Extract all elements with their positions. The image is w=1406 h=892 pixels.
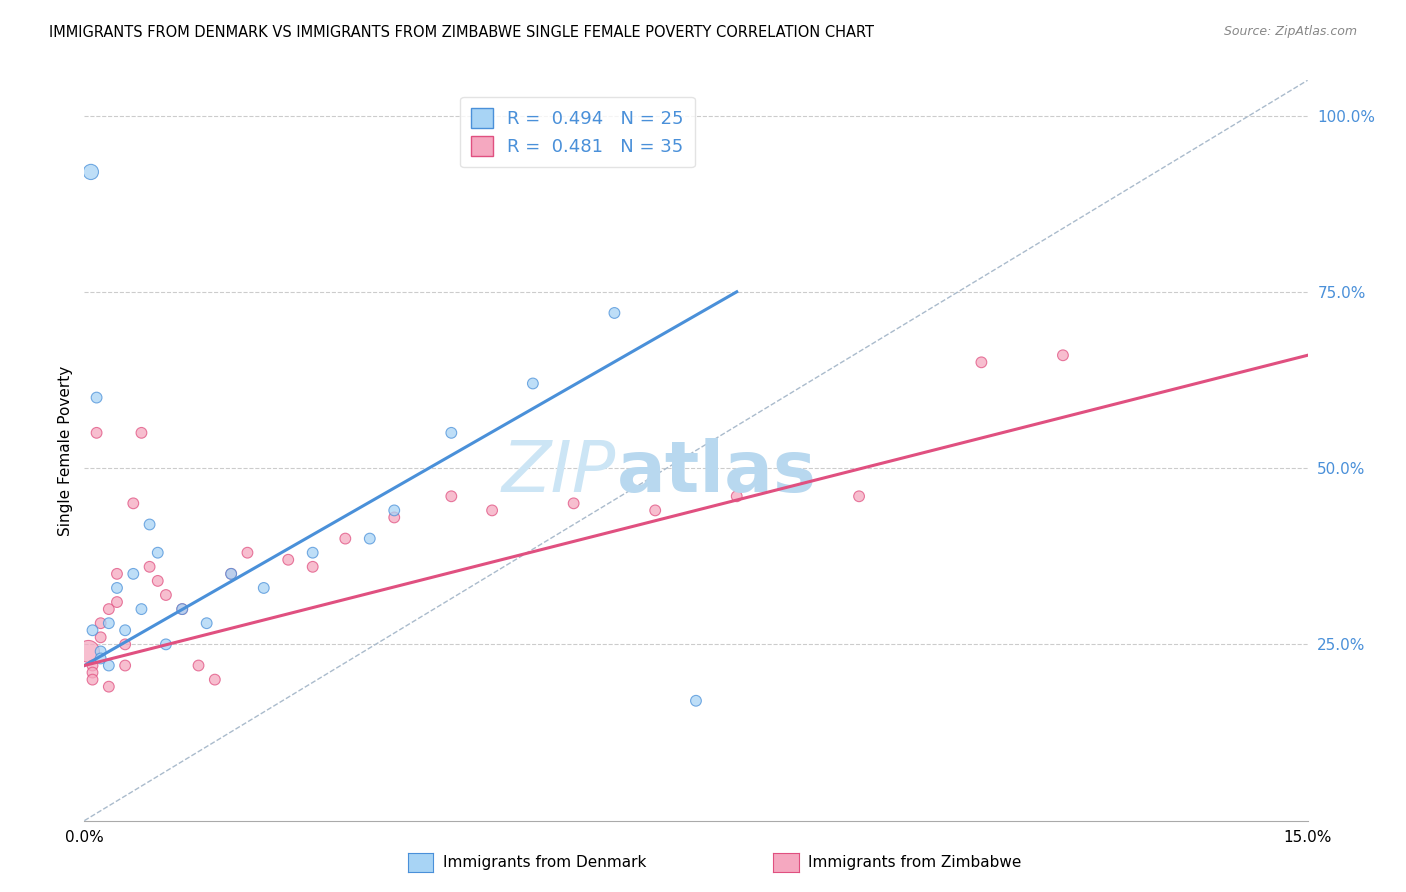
Point (90, 644, 112, 658)
Legend: R =  0.494   N = 25, R =  0.481   N = 35: R = 0.494 N = 25, R = 0.481 N = 35 (460, 96, 695, 168)
Point (603, 306, 626, 320)
Point (114, 637, 136, 651)
Point (848, 489, 870, 503)
Point (105, 581, 128, 595)
Point (97, 680, 120, 694)
Point (522, 376, 544, 391)
Point (1052, 348, 1074, 362)
Point (146, 574, 169, 588)
Point (97, 658, 120, 673)
Point (122, 566, 145, 581)
Point (114, 658, 136, 673)
Point (236, 546, 259, 560)
Point (685, 694, 707, 708)
Point (77, 644, 100, 658)
Point (131, 602, 153, 616)
Text: IMMIGRANTS FROM DENMARK VS IMMIGRANTS FROM ZIMBABWE SINGLE FEMALE POVERTY CORREL: IMMIGRANTS FROM DENMARK VS IMMIGRANTS FR… (49, 25, 875, 40)
Point (440, 425, 463, 440)
Point (131, 425, 153, 440)
Point (382, 510, 405, 524)
Point (172, 602, 194, 616)
Y-axis label: Single Female Poverty: Single Female Poverty (58, 366, 73, 535)
Point (86, 391, 108, 405)
Point (155, 588, 177, 602)
Text: atlas: atlas (616, 438, 817, 508)
Point (155, 637, 177, 651)
Point (335, 532, 357, 546)
Point (97, 602, 120, 616)
Point (82, 665, 104, 680)
Point (114, 624, 136, 638)
Point (301, 546, 323, 560)
Point (105, 595, 128, 609)
Point (138, 517, 160, 532)
Point (359, 532, 381, 546)
Point (562, 496, 585, 510)
Point (301, 559, 323, 574)
Point (80, 165, 103, 179)
Point (644, 503, 666, 517)
Point (146, 546, 169, 560)
Point (253, 581, 276, 595)
Point (195, 616, 218, 631)
Text: ZIP: ZIP (502, 438, 616, 508)
Point (138, 559, 160, 574)
Point (172, 602, 194, 616)
Text: Immigrants from Zimbabwe: Immigrants from Zimbabwe (808, 855, 1022, 870)
Point (187, 658, 209, 673)
Point (204, 673, 226, 687)
Point (219, 566, 242, 581)
Text: Source: ZipAtlas.com: Source: ZipAtlas.com (1223, 25, 1357, 38)
Point (90, 651, 112, 665)
Point (440, 489, 463, 503)
Point (970, 355, 993, 369)
Point (90, 616, 112, 631)
Point (82, 658, 104, 673)
Text: Immigrants from Denmark: Immigrants from Denmark (443, 855, 647, 870)
Point (219, 566, 242, 581)
Point (90, 630, 112, 644)
Point (105, 566, 128, 581)
Point (481, 503, 503, 517)
Point (382, 503, 405, 517)
Point (277, 553, 299, 567)
Point (82, 624, 104, 638)
Point (82, 673, 104, 687)
Point (122, 496, 145, 510)
Point (725, 489, 748, 503)
Point (97, 616, 120, 631)
Point (86, 425, 108, 440)
